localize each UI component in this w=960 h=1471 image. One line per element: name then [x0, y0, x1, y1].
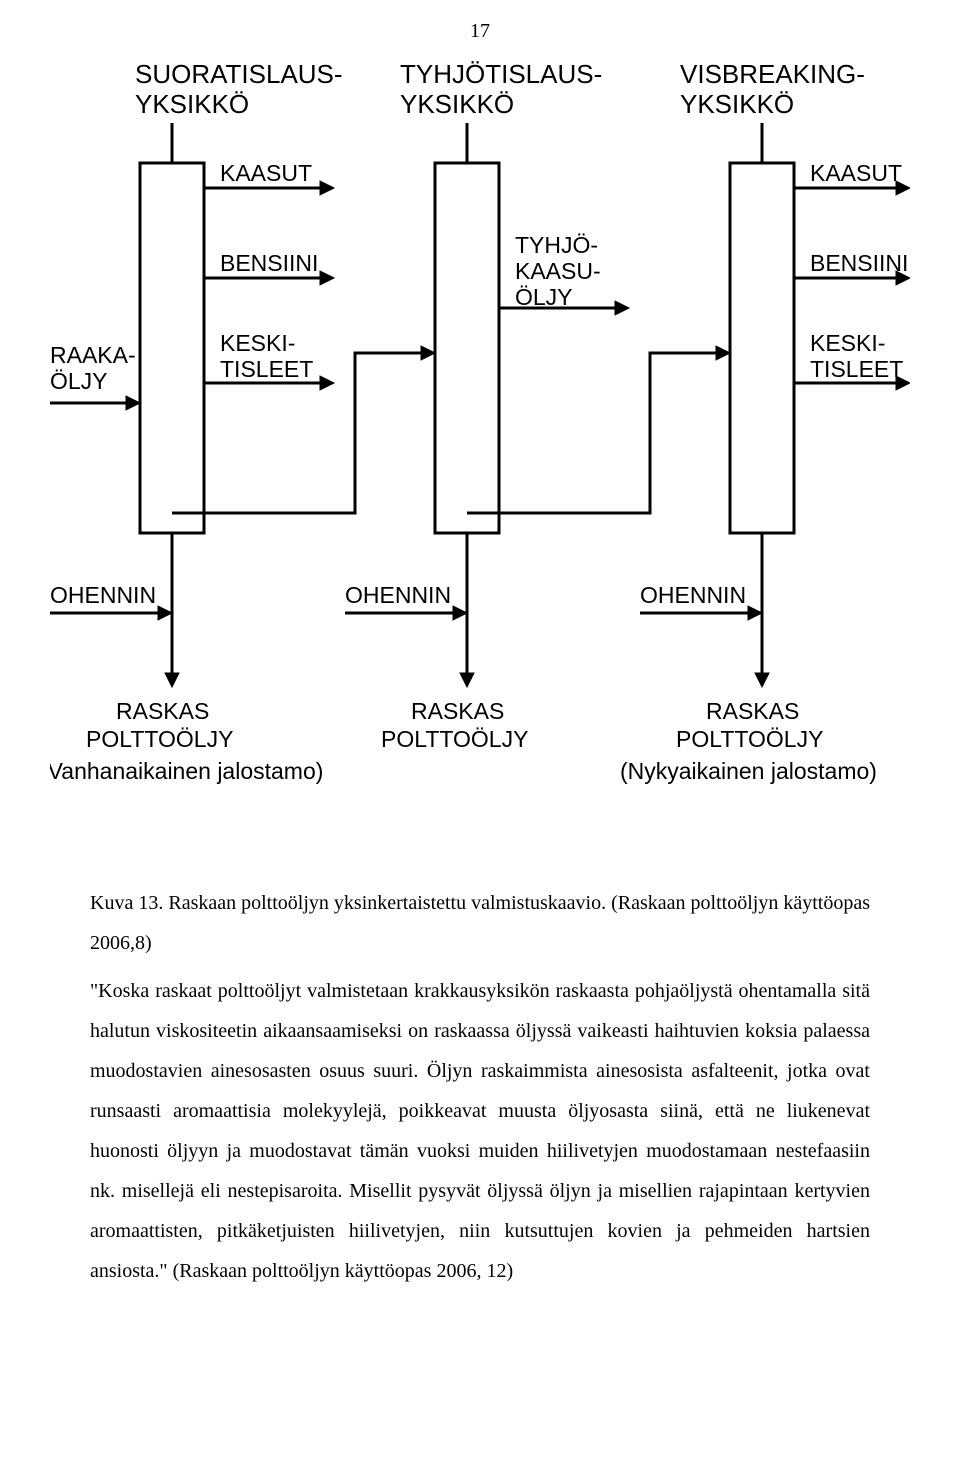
- unit2-out-l2: KAASU-: [515, 258, 601, 284]
- unit1-input-arrow: [126, 396, 140, 410]
- unit1-bottom-l1: RASKAS: [116, 698, 209, 724]
- page: 17 SUORATISLAUS- YKSIKKÖ: [0, 0, 960, 1339]
- unit3-bottom-l1: RASKAS: [706, 698, 799, 724]
- unit1-title-line1: SUORATISLAUS-: [135, 59, 343, 89]
- unit3-title-line2: YKSIKKÖ: [680, 89, 794, 119]
- unit1-title-line2: YKSIKKÖ: [135, 89, 249, 119]
- unit3-caption: (Nykyaikainen jalostamo): [620, 758, 877, 784]
- unit2-title-line1: TYHJÖTISLAUS-: [400, 59, 602, 89]
- unit2-title-line2: YKSIKKÖ: [400, 89, 514, 119]
- unit1-bottom-l2: POLTTOÖLJY: [86, 726, 233, 752]
- unit3-out-keski-l1: KESKI-: [810, 330, 885, 356]
- body-text: Kuva 13. Raskaan polttoöljyn yksinkertai…: [0, 853, 960, 1339]
- unit1-caption: (Vanhanaikainen jalostamo): [50, 758, 323, 784]
- diagram-svg: SUORATISLAUS- YKSIKKÖ RAAKA- ÖLJY KAASUT: [50, 53, 910, 853]
- unit3-bottom-l2: POLTTOÖLJY: [676, 726, 823, 752]
- unit1-out-kaasut: KAASUT: [220, 160, 312, 186]
- unit2-column: [435, 163, 499, 533]
- unit2-ohennin: OHENNIN: [345, 582, 451, 608]
- unit2-bottom-l2: POLTTOÖLJY: [381, 726, 528, 752]
- unit3-out-bensiini: BENSIINI: [810, 250, 908, 276]
- unit1-column: [140, 163, 204, 533]
- unit2-bottom-l1: RASKAS: [411, 698, 504, 724]
- unit1-ohennin: OHENNIN: [50, 582, 156, 608]
- unit3-out-kaasut: KAASUT: [810, 160, 902, 186]
- refinery-diagram: SUORATISLAUS- YKSIKKÖ RAAKA- ÖLJY KAASUT: [0, 53, 960, 853]
- unit3-column: [730, 163, 794, 533]
- unit2-out-l1: TYHJÖ-: [515, 232, 598, 258]
- unit1-input-l2: ÖLJY: [50, 368, 108, 394]
- page-number: 17: [0, 0, 960, 53]
- unit3-ohennin: OHENNIN: [640, 582, 746, 608]
- unit-3: VISBREAKING- YKSIKKÖ KAASUT BENSIINI KES…: [467, 59, 910, 784]
- unit1-input-l1: RAAKA-: [50, 342, 136, 368]
- unit1-out-keski-l2: TISLEET: [220, 356, 313, 382]
- body-paragraph: "Koska raskaat polttoöljyt valmistetaan …: [90, 971, 870, 1291]
- unit1-out-keski-l1: KESKI-: [220, 330, 295, 356]
- unit1-out-bensiini: BENSIINI: [220, 250, 318, 276]
- unit-1: SUORATISLAUS- YKSIKKÖ RAAKA- ÖLJY KAASUT: [50, 59, 343, 784]
- unit3-title-line1: VISBREAKING-: [680, 59, 865, 89]
- figure-caption: Kuva 13. Raskaan polttoöljyn yksinkertai…: [90, 883, 870, 963]
- unit2-out-l3: ÖLJY: [515, 284, 573, 310]
- unit3-out-keski-l2: TISLEET: [810, 356, 903, 382]
